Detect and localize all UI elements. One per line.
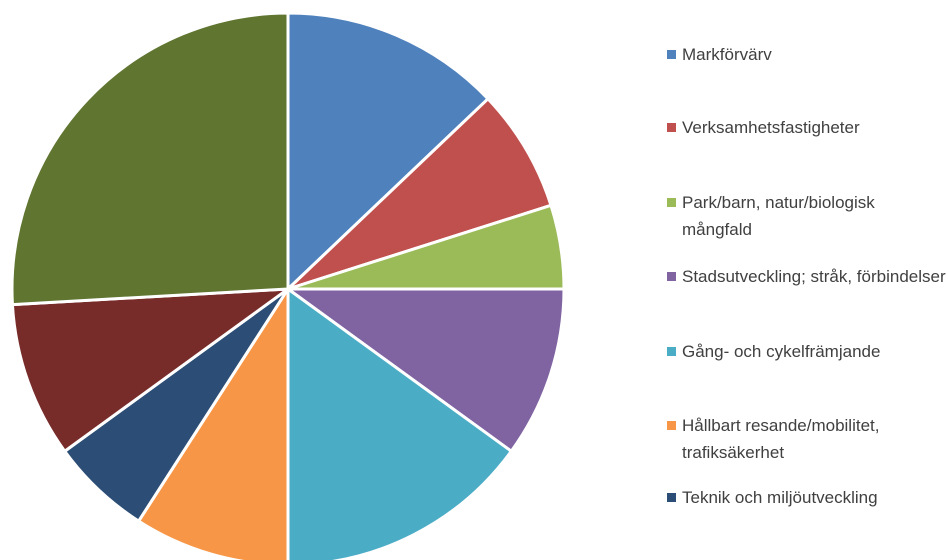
pie-slice bbox=[286, 97, 553, 291]
legend-swatch bbox=[667, 421, 676, 430]
legend-item: Stadsutveckling; stråk, förbindelser bbox=[667, 263, 947, 290]
legend-item: Gång- och cykelfrämjande bbox=[667, 338, 947, 365]
legend-label: Stadsutveckling; stråk, förbindelser bbox=[682, 267, 946, 286]
legend-item: Teknik och miljöutveckling bbox=[667, 484, 947, 511]
legend-swatch bbox=[667, 50, 676, 59]
legend-item: Hållbart resande/mobilitet, trafiksäkerh… bbox=[667, 412, 947, 466]
legend-label: Park/barn, natur/biologisk mångfald bbox=[682, 193, 875, 239]
legend-label: Markförvärv bbox=[682, 45, 772, 64]
legend-label: Hållbart resande/mobilitet, trafiksäkerh… bbox=[682, 416, 880, 462]
legend-swatch bbox=[667, 347, 676, 356]
pie-slice bbox=[10, 287, 290, 453]
legend-swatch bbox=[667, 272, 676, 281]
pie-slice bbox=[10, 11, 290, 307]
pie-slice bbox=[137, 287, 290, 560]
pie-slice bbox=[286, 287, 513, 560]
legend-item: Verksamhetsfastigheter bbox=[667, 114, 947, 141]
pie-slice bbox=[286, 11, 490, 291]
legend-label: Gång- och cykelfrämjande bbox=[682, 342, 881, 361]
legend-label: Verksamhetsfastigheter bbox=[682, 118, 860, 137]
legend-swatch bbox=[667, 493, 676, 502]
legend-item: Park/barn, natur/biologisk mångfald bbox=[667, 189, 947, 243]
legend-label: Teknik och miljöutveckling bbox=[682, 488, 878, 507]
legend-swatch bbox=[667, 198, 676, 207]
legend-item: Markförvärv bbox=[667, 41, 947, 68]
legend-swatch bbox=[667, 123, 676, 132]
pie-slice bbox=[286, 287, 566, 453]
